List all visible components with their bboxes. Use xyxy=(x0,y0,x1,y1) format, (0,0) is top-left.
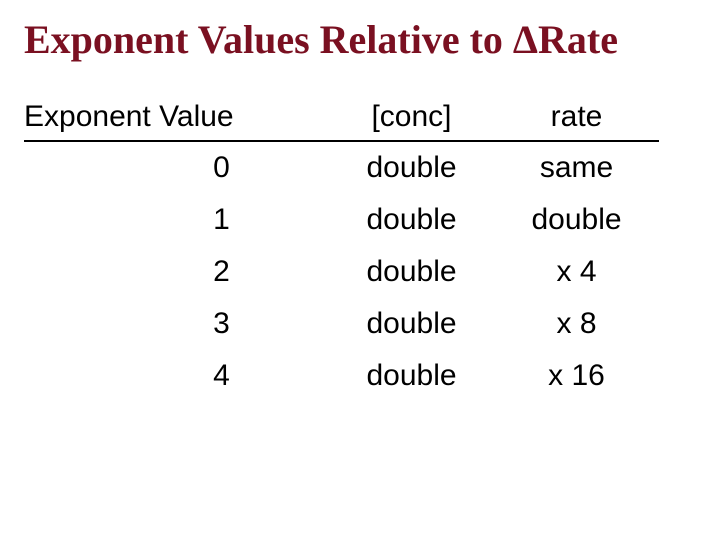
column-rate: rate same double x 4 x 8 x 16 xyxy=(494,92,659,402)
cell-exp-2: 2 xyxy=(123,246,230,298)
cell-conc-0: double xyxy=(366,142,456,194)
header-conc: [conc] xyxy=(329,92,494,142)
slide-title: Exponent Values Relative to ΔRate xyxy=(24,18,696,62)
cell-rate-2: x 4 xyxy=(556,246,596,298)
cell-exp-3: 3 xyxy=(123,298,230,350)
cell-conc-2: double xyxy=(366,246,456,298)
cell-conc-3: double xyxy=(366,298,456,350)
cell-conc-4: double xyxy=(366,350,456,402)
rate-table: Exponent Value 0 1 2 3 4 [conc] double d… xyxy=(24,92,696,402)
cell-rate-4: x 16 xyxy=(548,350,605,402)
cell-exp-1: 1 xyxy=(123,194,230,246)
header-rate: rate xyxy=(494,92,659,142)
column-conc: [conc] double double double double doubl… xyxy=(329,92,494,402)
cell-exp-0: 0 xyxy=(123,142,230,194)
cell-rate-0: same xyxy=(540,142,613,194)
cell-conc-1: double xyxy=(366,194,456,246)
cell-rate-1: double xyxy=(531,194,621,246)
header-exponent: Exponent Value xyxy=(24,92,329,142)
column-exponent: Exponent Value 0 1 2 3 4 xyxy=(24,92,329,402)
cell-exp-4: 4 xyxy=(123,350,230,402)
cell-rate-3: x 8 xyxy=(556,298,596,350)
